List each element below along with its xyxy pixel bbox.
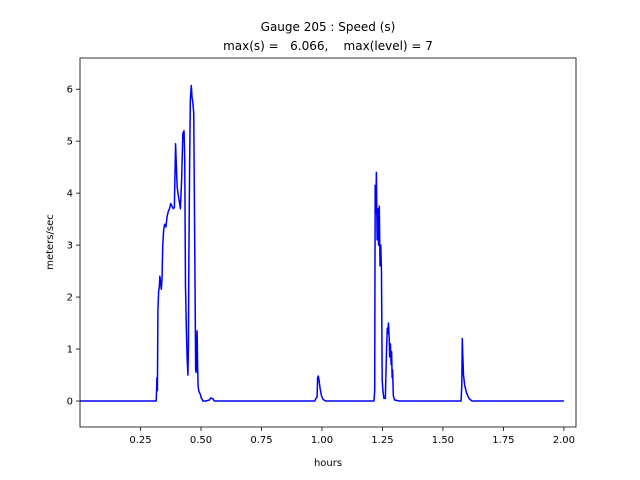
plot-area: [80, 58, 576, 427]
x-tick-label: 2.00: [553, 435, 575, 446]
chart-title-line1: Gauge 205 : Speed (s): [261, 20, 396, 34]
y-axis-label: meters/sec: [45, 214, 56, 270]
x-tick-label: 1.25: [371, 435, 393, 446]
chart-title-line2: max(s) = 6.066, max(level) = 7: [223, 39, 433, 53]
y-tick-label: 6: [67, 85, 73, 96]
x-tick-label: 1.00: [311, 435, 333, 446]
x-tick-label: 0.25: [129, 435, 151, 446]
x-tick-label: 0.50: [190, 435, 212, 446]
y-tick-label: 0: [67, 397, 73, 408]
y-tick-label: 1: [67, 345, 73, 356]
y-tick-label: 5: [67, 137, 73, 148]
x-tick-label: 1.50: [432, 435, 454, 446]
x-axis-label: hours: [314, 458, 342, 469]
x-tick-label: 0.75: [250, 435, 272, 446]
speed-series-line: [80, 84, 564, 402]
y-tick-label: 2: [67, 293, 73, 304]
x-tick-label: 1.75: [492, 435, 514, 446]
y-tick-label: 4: [67, 189, 73, 200]
plot-frame: [79, 57, 577, 428]
y-tick-label: 3: [67, 241, 73, 252]
